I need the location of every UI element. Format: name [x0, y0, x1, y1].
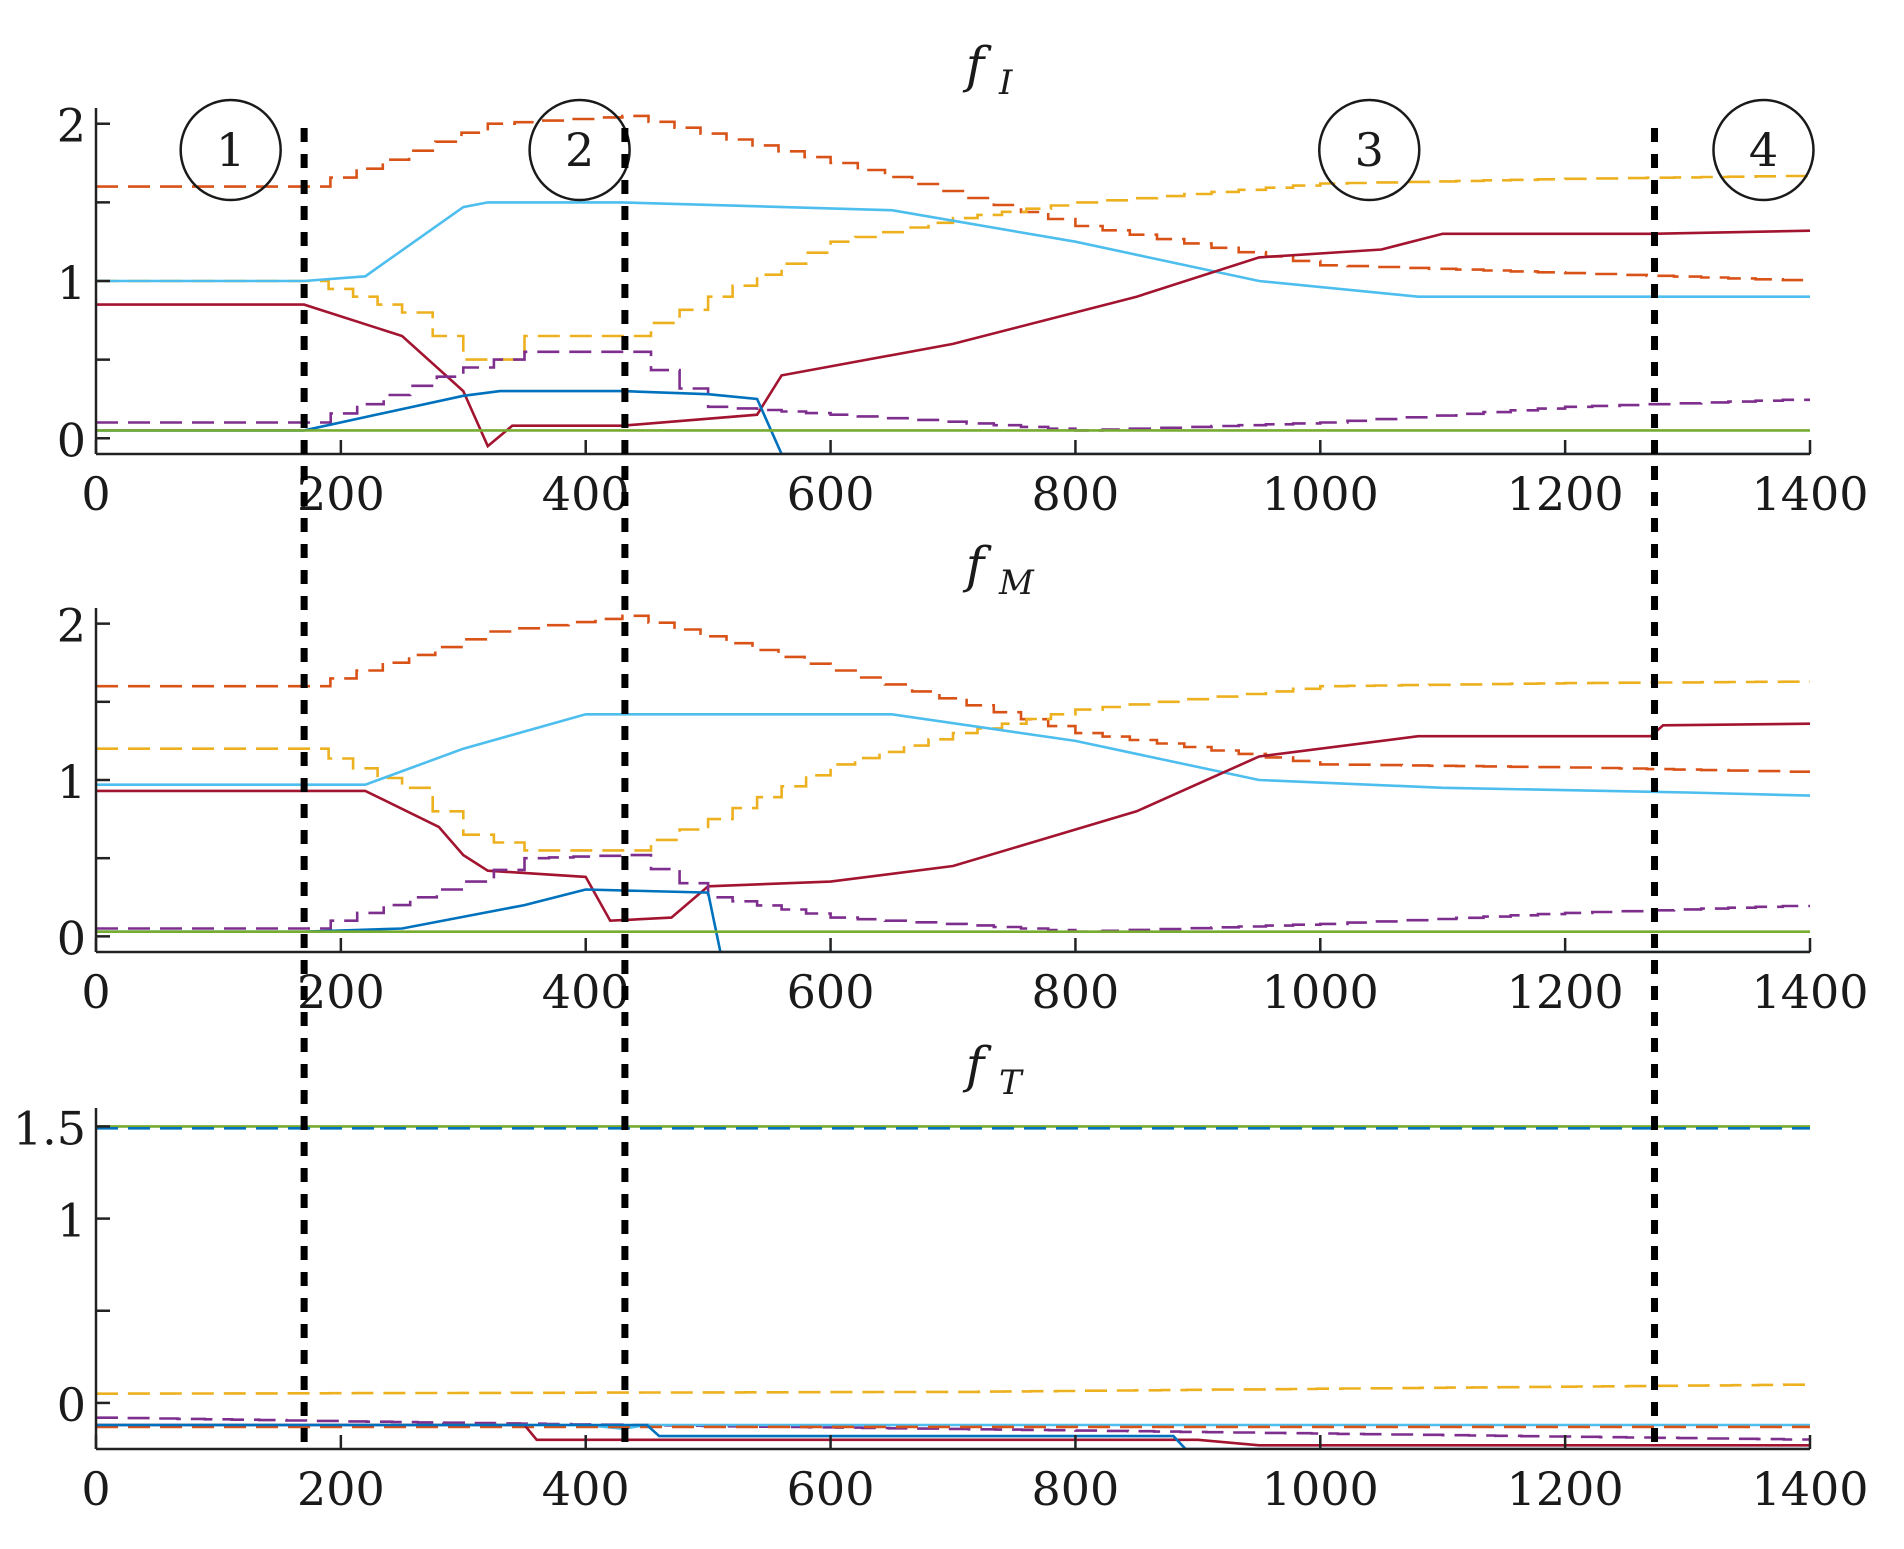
series-maroon: [96, 229, 1810, 449]
region-marker-circle: [1712, 98, 1815, 202]
y-tick-label: 1: [57, 1194, 86, 1248]
series-cyan: [96, 201, 1810, 298]
x-tick-label: 600: [787, 965, 875, 1019]
series-group: [96, 614, 1810, 952]
series-group: [96, 114, 1810, 454]
x-tick-label: 0: [81, 965, 110, 1019]
panel-0: f I 0 200 400 600 800 1000 1200 1400 0 1 2 1 2 3 4: [57, 36, 1869, 521]
x-tick-label: 1000: [1262, 965, 1379, 1019]
series-yellow-dashed: [96, 680, 1810, 852]
panel-title: f: [962, 1036, 992, 1094]
region-marker-label: 4: [1749, 123, 1778, 177]
x-tick-label: 1400: [1751, 965, 1868, 1019]
y-tick-label: 0: [57, 1378, 86, 1432]
y-tick-label: 1: [57, 755, 86, 809]
series-cyan: [96, 713, 1810, 797]
series-yellow-dashed: [96, 174, 1810, 361]
region-marker-circle: [179, 98, 282, 202]
x-tick-label: 600: [787, 467, 875, 521]
x-tick-label: 800: [1032, 467, 1120, 521]
y-tick-label: 0: [57, 413, 86, 467]
series-purple-dashed: [96, 350, 1810, 432]
series-orange-dashed: [96, 114, 1810, 282]
x-tick-label: 400: [542, 1462, 630, 1516]
region-marker-circle: [528, 98, 631, 202]
panel-title: f: [962, 536, 992, 594]
panel-2: f T 0 200 400 600 800 1000 1200 1400 0 1 1.5: [13, 1036, 1869, 1516]
series-yellow-dashed: [96, 1383, 1810, 1395]
y-tick-label: 1.5: [13, 1101, 86, 1155]
panel-title-subscript: M: [998, 563, 1035, 603]
region-marker-label: 1: [216, 123, 245, 177]
series-purple-dashed: [96, 853, 1810, 933]
panel-title-subscript: I: [998, 63, 1013, 103]
region-marker-label: 3: [1355, 123, 1384, 177]
x-tick-label: 1400: [1751, 1462, 1868, 1516]
series-orange-dashed: [96, 614, 1810, 773]
panel-title: f: [962, 36, 992, 94]
x-tick-label: 1000: [1262, 467, 1379, 521]
x-tick-label: 400: [542, 467, 630, 521]
x-tick-label: 800: [1032, 965, 1120, 1019]
region-marker-circle: [1318, 98, 1421, 202]
panel-title-subscript: T: [999, 1063, 1024, 1103]
x-tick-label: 600: [787, 1462, 875, 1516]
x-tick-label: 1200: [1507, 965, 1624, 1019]
x-tick-label: 200: [297, 467, 385, 521]
y-tick-label: 2: [57, 99, 86, 153]
x-tick-label: 0: [81, 1462, 110, 1516]
y-tick-label: 0: [57, 911, 86, 965]
y-tick-label: 1: [57, 256, 86, 310]
series-blue: [96, 389, 1810, 454]
series-maroon: [96, 722, 1810, 923]
x-tick-label: 800: [1032, 1462, 1120, 1516]
x-tick-label: 400: [542, 965, 630, 1019]
y-tick-label: 2: [57, 599, 86, 653]
x-tick-label: 200: [297, 1462, 385, 1516]
x-tick-label: 1000: [1262, 1462, 1379, 1516]
x-tick-label: 200: [297, 965, 385, 1019]
region-marker-label: 2: [565, 123, 594, 177]
series-purple-dashed: [96, 1416, 1810, 1441]
x-tick-label: 1200: [1507, 1462, 1624, 1516]
x-tick-label: 0: [81, 467, 110, 521]
series-blue: [96, 1423, 1810, 1449]
x-tick-label: 1200: [1507, 467, 1624, 521]
region-dividers: [300, 128, 1659, 1449]
series-group: [96, 1125, 1810, 1449]
panel-1: f M 0 200 400 600 800 1000 1200 1400 0 1 2: [57, 536, 1869, 1019]
x-tick-label: 1400: [1751, 467, 1868, 521]
